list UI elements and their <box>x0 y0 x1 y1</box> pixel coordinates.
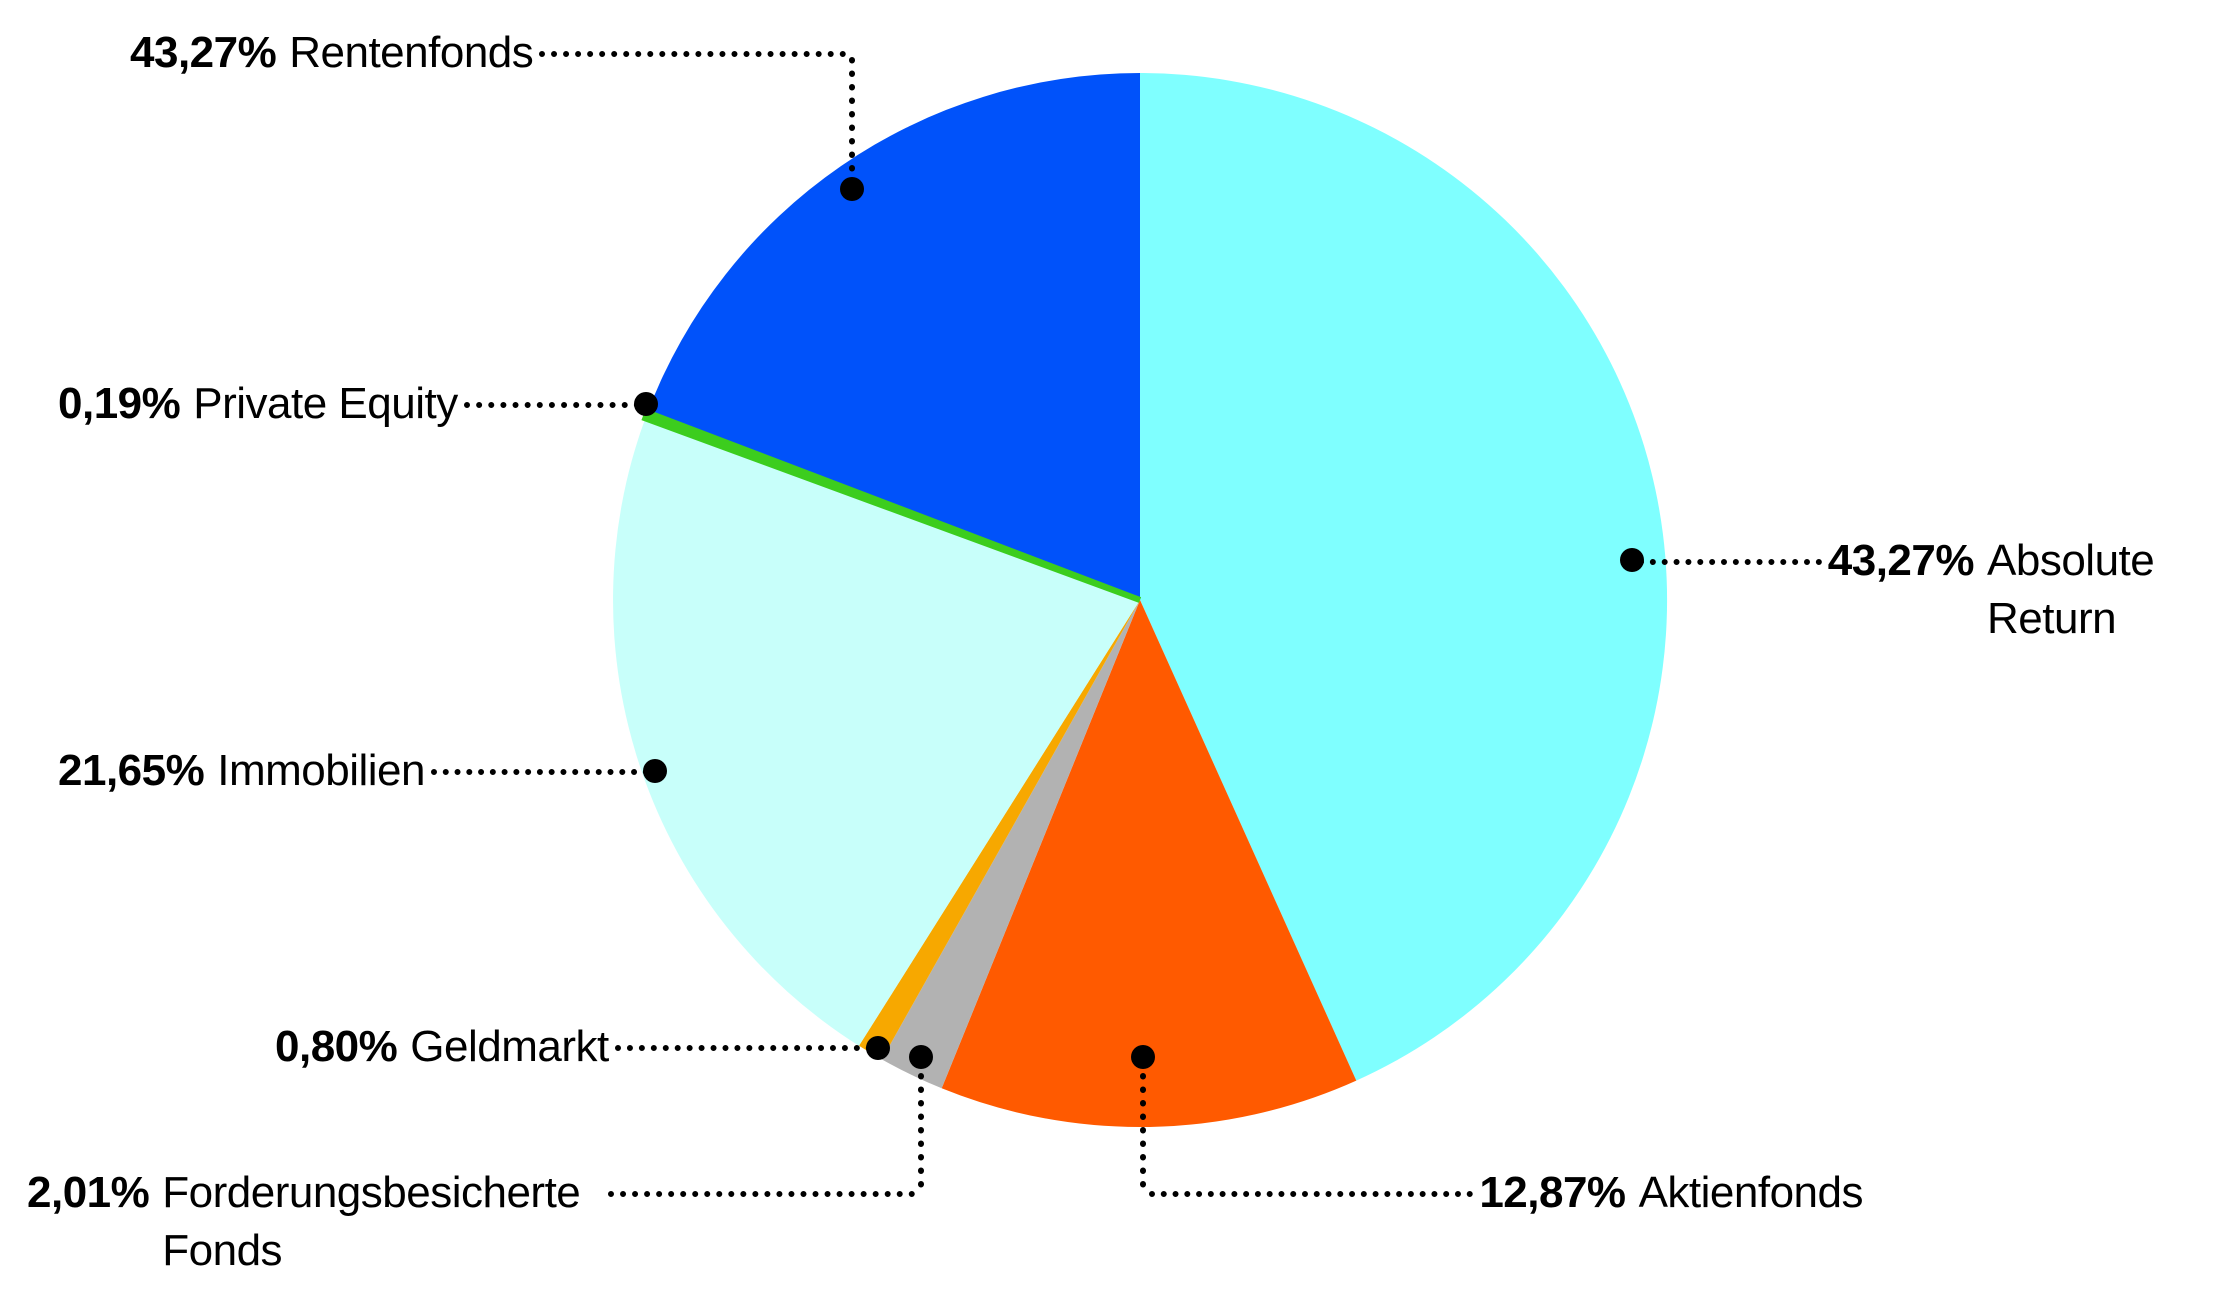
slice-name: Immobilien <box>217 746 425 795</box>
slice-percent: 0,80% <box>275 1022 398 1071</box>
pie-slice-immobilien <box>613 418 1140 1046</box>
pie-callout-overlay <box>634 57 1644 1196</box>
leader-dots <box>539 24 846 57</box>
slice-label-aktienfonds: 12,87% Aktienfonds <box>1143 1164 1864 1222</box>
slice-label-private-equity: 0,19% Private Equity <box>58 375 646 433</box>
slice-marker-dot-aktienfonds <box>1131 1045 1155 1069</box>
slice-percent: 12,87% <box>1479 1168 1626 1217</box>
slice-name: Absolute Return <box>1987 536 2155 643</box>
slice-percent: 2,01% <box>27 1168 150 1217</box>
leader-dots <box>463 375 640 408</box>
slice-name: Private Equity <box>193 379 458 428</box>
slice-marker-dot-geldmarkt <box>866 1036 890 1060</box>
slice-label-forderungsbesicherte-fonds: 2,01% Forderungsbesicherte Fonds <box>27 1164 921 1280</box>
pie-slices <box>613 72 1668 1128</box>
leader-dots <box>1638 532 1822 565</box>
slice-name: Rentenfonds <box>289 28 534 77</box>
pie-slice-forderungsbesicherte-fonds <box>881 600 1140 1089</box>
leader-dots <box>608 1164 915 1197</box>
slice-percent: 21,65% <box>58 746 205 795</box>
pie-slice-absolute-return <box>1140 72 1668 1081</box>
slice-percent: 43,27% <box>1827 536 1975 585</box>
pie-slice-geldmarkt <box>859 600 1140 1060</box>
leader-dots <box>430 742 649 775</box>
slice-marker-dot-immobilien <box>643 759 667 783</box>
slice-label-immobilien: 21,65% Immobilien <box>58 742 655 800</box>
slice-marker-dot-forderungsbesicherte-fonds <box>909 1045 933 1069</box>
slice-percent: 43,27% <box>130 28 277 77</box>
slice-marker-dot-rentenfonds <box>840 177 864 201</box>
pie-slice-aktienfonds <box>941 600 1357 1128</box>
slice-name: Forderungsbesicherte Fonds <box>162 1168 581 1275</box>
slice-percent: 0,19% <box>58 379 181 428</box>
slice-name: Geldmarkt <box>410 1022 609 1071</box>
leader-dots <box>614 1018 872 1051</box>
slice-label-rentenfonds: 43,27% Rentenfonds <box>130 24 852 82</box>
slice-marker-dot-absolute-return <box>1620 548 1644 572</box>
slice-name: Aktienfonds <box>1638 1168 1864 1217</box>
slice-label-absolute-return: 43,27% Absolute Return <box>1632 532 2207 648</box>
leader-dots <box>1149 1164 1474 1197</box>
slice-marker-dot-private-equity <box>634 392 658 416</box>
pie-slice-rentenfonds <box>647 73 1140 600</box>
slice-label-geldmarkt: 0,80% Geldmarkt <box>275 1018 878 1076</box>
